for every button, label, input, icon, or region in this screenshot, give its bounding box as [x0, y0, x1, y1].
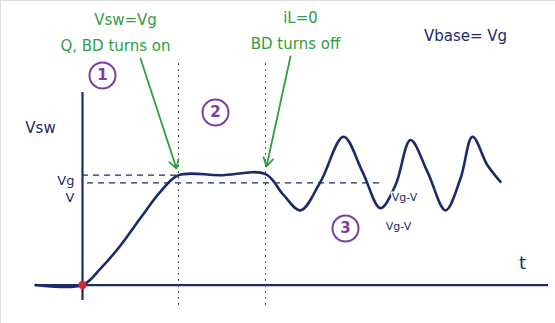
svg-text:Vsw: Vsw	[25, 119, 55, 137]
svg-text:iL=0: iL=0	[283, 9, 318, 27]
svg-text:Vg-V: Vg-V	[392, 191, 418, 204]
svg-text:V: V	[66, 190, 75, 205]
svg-text:1: 1	[97, 66, 107, 84]
svg-text:t: t	[519, 252, 526, 273]
svg-text:Vg: Vg	[57, 173, 74, 188]
svg-text:Vsw=Vg: Vsw=Vg	[94, 11, 157, 29]
svg-text:2: 2	[210, 103, 220, 121]
svg-text:Vbase= Vg: Vbase= Vg	[424, 27, 507, 45]
svg-text:Q, BD turns on: Q, BD turns on	[60, 37, 170, 55]
svg-text:3: 3	[340, 219, 350, 237]
svg-text:Vg-V: Vg-V	[386, 220, 412, 233]
svg-text:BD turns off: BD turns off	[251, 35, 341, 53]
